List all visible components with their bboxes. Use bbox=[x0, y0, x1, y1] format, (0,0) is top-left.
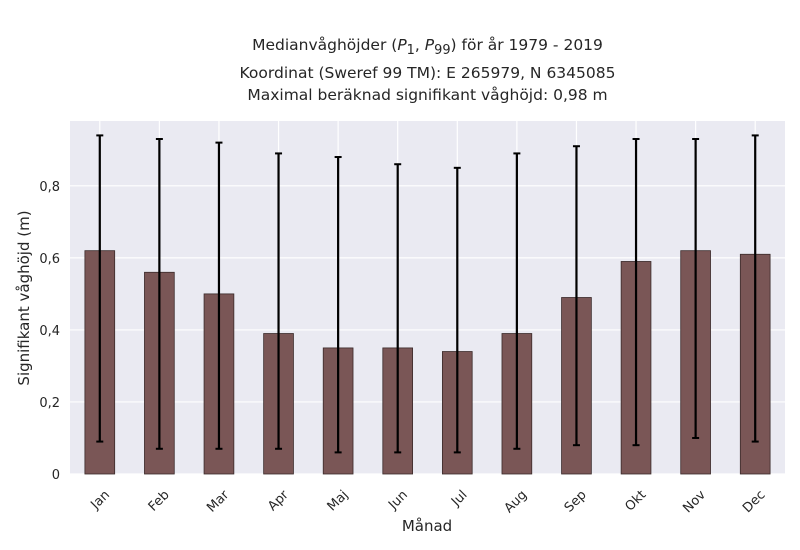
errorbar-apr bbox=[275, 152, 283, 450]
x-tick-label: Nov bbox=[680, 487, 709, 516]
errorbar-feb bbox=[155, 138, 163, 450]
y-tick-labels: 0 0,2 0,4 0,6 0,8 bbox=[39, 180, 60, 483]
errorbar-sep bbox=[572, 145, 580, 447]
y-axis-label: Signifikant våghöjd (m) bbox=[15, 210, 33, 385]
chart-title-line-3: Maximal beräknad signifikant våghöjd: 0,… bbox=[247, 86, 608, 105]
x-tick-label: Feb bbox=[146, 488, 173, 515]
error-bars bbox=[96, 134, 759, 454]
x-tick-label: Jul bbox=[448, 488, 470, 510]
title-line-1-comma: , bbox=[414, 36, 425, 54]
y-tick-label: 0,8 bbox=[39, 180, 60, 195]
p1-subscript: 1 bbox=[406, 43, 415, 59]
p1-symbol: P bbox=[397, 36, 407, 54]
x-tick-label: Mar bbox=[204, 487, 232, 515]
title-line-1-suffix: ) för år 1979 - 2019 bbox=[450, 36, 603, 54]
x-tick-label: Jan bbox=[88, 488, 113, 513]
y-tick-label: 0 bbox=[52, 468, 60, 483]
y-tick-label: 0,6 bbox=[39, 252, 60, 267]
errorbar-dec bbox=[751, 134, 759, 443]
x-tick-label: Aug bbox=[502, 488, 531, 517]
x-tick-label: Apr bbox=[265, 487, 292, 514]
chart-title: Medianvåghöjder (P1, P99) för år 1979 - … bbox=[70, 34, 785, 106]
x-tick-label: Maj bbox=[325, 488, 352, 515]
x-tick-label: Okt bbox=[623, 488, 650, 515]
errorbar-okt bbox=[632, 138, 640, 447]
x-tick-label: Jun bbox=[385, 488, 411, 514]
errorbar-mar bbox=[215, 141, 223, 450]
p99-subscript: 99 bbox=[434, 43, 451, 59]
chart-title-line-2: Koordinat (Sweref 99 TM): E 265979, N 63… bbox=[239, 64, 616, 83]
errorbar-jun bbox=[394, 163, 402, 454]
errorbar-jul bbox=[453, 166, 461, 454]
errorbar-maj bbox=[334, 156, 342, 454]
x-tick-label: Dec bbox=[740, 488, 768, 516]
chart-title-line-1: Medianvåghöjder (P1, P99) för år 1979 - … bbox=[70, 34, 785, 62]
y-tick-label: 0,4 bbox=[39, 324, 60, 339]
errorbar-aug bbox=[513, 152, 521, 450]
y-tick-label: 0,2 bbox=[39, 396, 60, 411]
x-tick-labels: Jan Feb Mar Apr Maj Jun Jul Aug Sep Okt Nov Dec bbox=[88, 487, 769, 516]
errorbar-nov bbox=[692, 138, 700, 439]
errorbar-jan bbox=[96, 134, 104, 443]
plot-background bbox=[70, 121, 785, 474]
title-line-1-prefix: Medianvåghöjder ( bbox=[252, 36, 398, 54]
p99-symbol: P bbox=[424, 36, 435, 54]
x-tick-label: Sep bbox=[562, 488, 590, 516]
x-axis-label: Månad bbox=[402, 517, 452, 535]
